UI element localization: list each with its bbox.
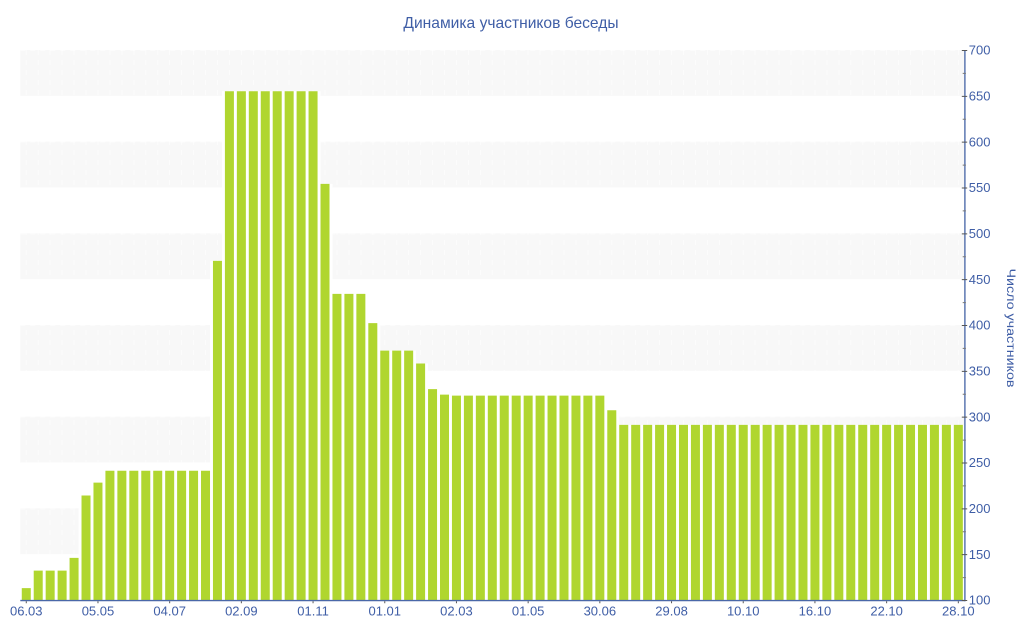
svg-text:Динамика участников беседы: Динамика участников беседы <box>403 15 618 32</box>
svg-text:01.01: 01.01 <box>368 604 401 619</box>
svg-text:400: 400 <box>969 318 991 333</box>
svg-text:16.10: 16.10 <box>799 604 832 619</box>
svg-text:22.10: 22.10 <box>870 604 903 619</box>
svg-text:05.05: 05.05 <box>82 604 115 619</box>
svg-text:Число участников: Число участников <box>1004 269 1016 388</box>
svg-text:01.05: 01.05 <box>512 604 545 619</box>
svg-text:02.09: 02.09 <box>225 604 258 619</box>
svg-text:100: 100 <box>969 593 991 608</box>
svg-text:650: 650 <box>969 89 991 104</box>
svg-text:28.10: 28.10 <box>942 604 975 619</box>
svg-text:200: 200 <box>969 501 991 516</box>
svg-text:550: 550 <box>969 180 991 195</box>
svg-text:500: 500 <box>969 226 991 241</box>
svg-text:150: 150 <box>969 547 991 562</box>
svg-text:04.07: 04.07 <box>153 604 186 619</box>
svg-text:350: 350 <box>969 364 991 379</box>
svg-text:450: 450 <box>969 272 991 287</box>
svg-text:10.10: 10.10 <box>727 604 760 619</box>
svg-text:02.03: 02.03 <box>440 604 473 619</box>
svg-text:250: 250 <box>969 455 991 470</box>
svg-text:30.06: 30.06 <box>584 604 617 619</box>
svg-text:700: 700 <box>969 43 991 58</box>
svg-text:06.03: 06.03 <box>10 604 43 619</box>
svg-text:01.11: 01.11 <box>297 604 329 619</box>
svg-text:300: 300 <box>969 409 991 424</box>
svg-text:600: 600 <box>969 134 991 149</box>
svg-text:29.08: 29.08 <box>655 604 688 619</box>
